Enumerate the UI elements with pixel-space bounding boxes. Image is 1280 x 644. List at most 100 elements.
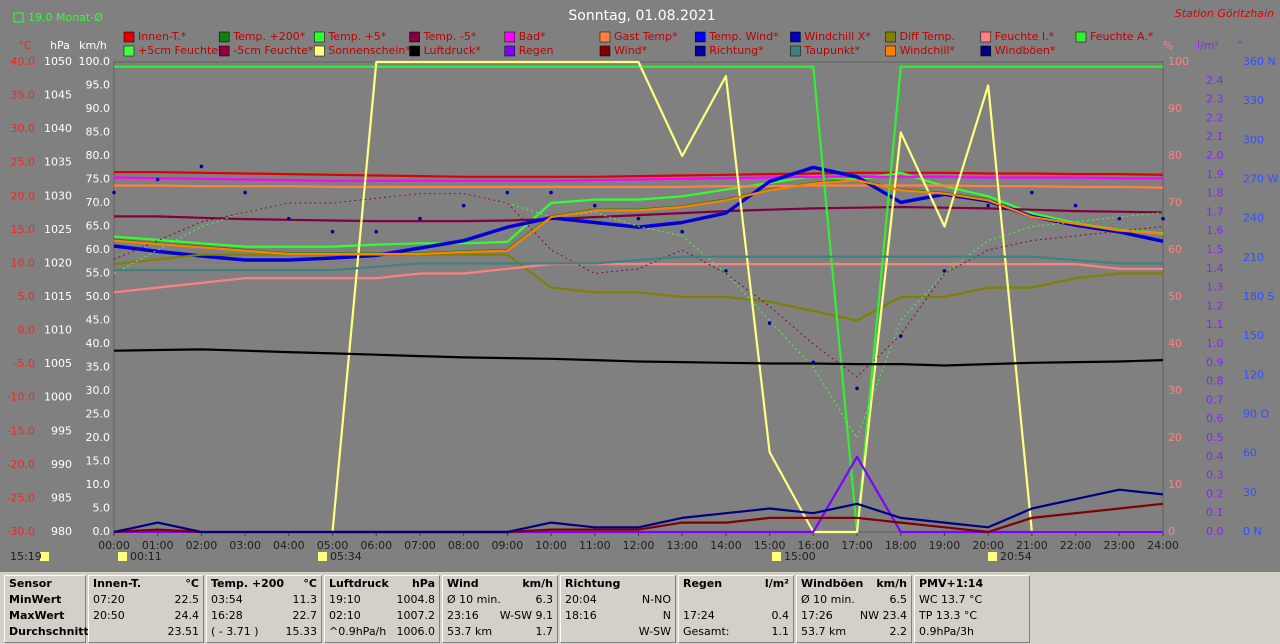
plot-area bbox=[113, 61, 1164, 533]
legend-swatch bbox=[694, 31, 706, 43]
x-tick-label: 17:00 bbox=[841, 539, 873, 552]
stats-row: 02:10 1007.2 bbox=[325, 608, 439, 624]
y-tick-label: 40.0 bbox=[11, 55, 36, 68]
stats-cell: 53.7 km bbox=[447, 625, 493, 638]
x-tick-label: 15:00 bbox=[754, 539, 786, 552]
legend-swatch bbox=[980, 31, 992, 43]
y-tick-label: 1.0 bbox=[1206, 337, 1224, 350]
y-tick-label: 0.7 bbox=[1206, 393, 1224, 406]
stats-cell: km/h bbox=[876, 577, 907, 590]
y-tick-label: 0.2 bbox=[1206, 487, 1224, 500]
y-tick-label: 90.0 bbox=[86, 102, 111, 115]
y-tick-label: 330 bbox=[1243, 94, 1264, 107]
stats-cell: W-SW bbox=[638, 625, 671, 638]
stats-panel: Innen-T. °C 07:20 22.5 20:50 24.4 23.51 bbox=[88, 575, 204, 643]
y-tick-label: 100 bbox=[1168, 55, 1189, 68]
time-annotation: 00:11 bbox=[130, 550, 162, 563]
series-line bbox=[114, 184, 1164, 189]
stats-cell: PMV+1:14 bbox=[919, 577, 984, 590]
stats-cell: 15.33 bbox=[285, 625, 318, 638]
y-tick-label: 55.0 bbox=[86, 267, 111, 280]
data-point bbox=[680, 229, 685, 234]
stats-cell: 19:10 bbox=[329, 593, 361, 606]
y-tick-label: 2.1 bbox=[1206, 130, 1224, 143]
y-tick-label: 985 bbox=[51, 491, 72, 504]
legend-swatch bbox=[409, 45, 420, 57]
y-tick-label: 15.0 bbox=[11, 223, 36, 236]
series-line bbox=[113, 193, 1164, 378]
stats-cell: Durchschnitt bbox=[9, 625, 89, 638]
stats-cell: 0.9hPa/3h bbox=[919, 625, 975, 638]
station-name: Station Göritzhain bbox=[1175, 7, 1274, 20]
legend-label: Diff Temp. bbox=[900, 30, 955, 43]
x-tick-label: 07:00 bbox=[404, 539, 436, 552]
x-tick-label: 12:00 bbox=[623, 539, 655, 552]
stats-cell: 07:20 bbox=[93, 593, 125, 606]
stats-panel: Richtung 20:04 N-NO 18:16 N W-SW bbox=[560, 575, 676, 643]
stats-cell: 23.51 bbox=[167, 625, 200, 638]
stats-cell: 1004.8 bbox=[396, 593, 436, 606]
y-tick-label: -10.0 bbox=[7, 391, 35, 404]
y-tick-label: 1.4 bbox=[1206, 262, 1224, 275]
series-line bbox=[114, 65, 1163, 534]
y-tick-label: 0.0 bbox=[18, 324, 36, 337]
sun-moon-icon bbox=[318, 552, 327, 561]
stats-cell: 17:24 bbox=[683, 609, 715, 622]
stats-cell: 1007.2 bbox=[396, 609, 436, 622]
stats-row: 23:16 W-SW 9.1 bbox=[443, 608, 557, 624]
stats-row: WC 13.7 °C bbox=[915, 592, 1029, 608]
stats-panel: Luftdruck hPa 19:10 1004.8 02:10 1007.2 ^0.9hP… bbox=[324, 575, 440, 643]
stats-cell: WC 13.7 °C bbox=[919, 593, 983, 606]
stats-cell: ( - 3.71 ) bbox=[211, 625, 259, 638]
x-tick-label: 11:00 bbox=[579, 539, 611, 552]
y-tick-label: 5.0 bbox=[93, 502, 111, 515]
stats-cell: Windböen bbox=[801, 577, 864, 590]
stats-row: 20:04 N-NO bbox=[561, 592, 675, 608]
chart-title: Sonntag, 01.08.2021 bbox=[568, 8, 715, 24]
y-tick-label: 45.0 bbox=[86, 314, 111, 327]
data-point bbox=[199, 164, 204, 169]
x-tick-label: 14:00 bbox=[710, 539, 742, 552]
y-tick-label: 2.3 bbox=[1206, 93, 1224, 106]
y-tick-label: 20.0 bbox=[11, 189, 36, 202]
legend-swatch bbox=[504, 45, 516, 57]
stats-row: 18:16 N bbox=[561, 608, 675, 624]
x-tick-label: 18:00 bbox=[885, 539, 917, 552]
stats-panel: Wind km/h Ø 10 min. 6.3 23:16 W-SW 9.1 53.7 km… bbox=[442, 575, 558, 643]
x-tick-label: 09:00 bbox=[492, 539, 524, 552]
stats-cell: 53.7 km bbox=[801, 625, 847, 638]
legend-swatch bbox=[790, 31, 801, 43]
legend-label: Gast Temp* bbox=[614, 30, 678, 43]
y-tick-label: 120 bbox=[1243, 368, 1264, 381]
stats-row: TP 13.3 °C bbox=[915, 608, 1029, 624]
legend-label: Windchill X* bbox=[804, 30, 871, 43]
stats-cell: Ø 10 min. bbox=[447, 593, 501, 606]
data-point bbox=[1030, 190, 1034, 195]
y-tick-label: 90 O bbox=[1243, 408, 1269, 421]
y-tick-label: 0.4 bbox=[1206, 450, 1224, 463]
y-tick-label: 0.3 bbox=[1206, 469, 1224, 482]
y-tick-label: 100.0 bbox=[79, 55, 111, 68]
y-tick-label: 20 bbox=[1168, 431, 1182, 444]
stats-cell: 23:16 bbox=[447, 609, 479, 622]
y-tick-label: 1040 bbox=[44, 122, 72, 135]
stats-row: Gesamt: 1.1 bbox=[679, 624, 793, 640]
legend-label: Innen-T.* bbox=[138, 30, 187, 43]
y-tick-label: 80.0 bbox=[86, 149, 111, 162]
x-tick-label: 22:00 bbox=[1060, 539, 1092, 552]
stats-cell: 03:54 bbox=[211, 593, 243, 606]
stats-cell: 6.3 bbox=[535, 593, 554, 606]
stats-row: Wind km/h bbox=[443, 576, 557, 592]
series-line bbox=[113, 175, 1163, 182]
stats-cell: 22.5 bbox=[174, 593, 200, 606]
y-tick-label: 0.5 bbox=[1206, 431, 1224, 444]
stats-cell: MaxWert bbox=[9, 609, 65, 622]
series-line bbox=[113, 171, 1164, 248]
legend-swatch bbox=[409, 31, 420, 43]
y-tick-label: 1.9 bbox=[1206, 168, 1224, 181]
y-tick-label: -15.0 bbox=[7, 424, 35, 437]
axis-unit: hPa bbox=[50, 39, 70, 52]
stats-row: W-SW bbox=[561, 624, 675, 640]
legend-label: Feuchte I.* bbox=[995, 30, 1055, 43]
